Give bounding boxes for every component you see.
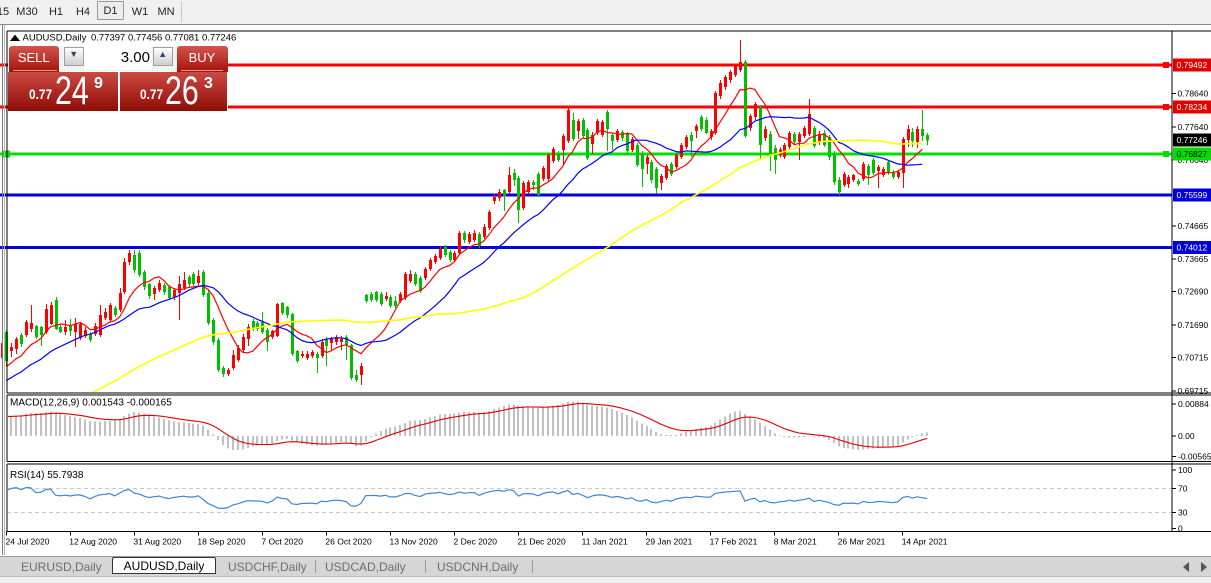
svg-text:0.79492: 0.79492 bbox=[1177, 60, 1208, 70]
svg-text:26 Mar 2021: 26 Mar 2021 bbox=[838, 537, 886, 547]
svg-text:0.00884: 0.00884 bbox=[1178, 399, 1209, 409]
svg-text:17 Feb 2021: 17 Feb 2021 bbox=[710, 537, 758, 547]
svg-text:100: 100 bbox=[1178, 465, 1192, 475]
svg-text:29 Jan 2021: 29 Jan 2021 bbox=[646, 537, 693, 547]
svg-text:0.77640: 0.77640 bbox=[1178, 122, 1209, 132]
svg-text:0.77246: 0.77246 bbox=[1177, 135, 1208, 145]
svg-text:0.00: 0.00 bbox=[1178, 431, 1195, 441]
svg-text:MACD(12,26,9) 0.001543 -0.0001: MACD(12,26,9) 0.001543 -0.000165 bbox=[10, 398, 172, 409]
svg-text:12 Aug 2020: 12 Aug 2020 bbox=[69, 537, 117, 547]
svg-text:0.74665: 0.74665 bbox=[1178, 221, 1209, 231]
svg-text:0.75599: 0.75599 bbox=[1177, 190, 1208, 200]
svg-text:0.76827: 0.76827 bbox=[1177, 149, 1208, 159]
svg-text:0.73665: 0.73665 bbox=[1178, 254, 1209, 264]
svg-text:8 Mar 2021: 8 Mar 2021 bbox=[774, 537, 817, 547]
svg-text:0.78234: 0.78234 bbox=[1177, 102, 1208, 112]
svg-text:26 Oct 2020: 26 Oct 2020 bbox=[325, 537, 372, 547]
svg-text:0.70715: 0.70715 bbox=[1178, 353, 1209, 363]
svg-text:30: 30 bbox=[1178, 508, 1188, 518]
svg-text:18 Sep 2020: 18 Sep 2020 bbox=[197, 537, 245, 547]
svg-text:7 Oct 2020: 7 Oct 2020 bbox=[261, 537, 303, 547]
svg-text:70: 70 bbox=[1178, 483, 1188, 493]
svg-text:0.69715: 0.69715 bbox=[1178, 386, 1209, 396]
svg-text:21 Dec 2020: 21 Dec 2020 bbox=[518, 537, 566, 547]
svg-text:0: 0 bbox=[1178, 524, 1183, 534]
svg-text:RSI(14) 55.7938: RSI(14) 55.7938 bbox=[10, 470, 84, 481]
svg-text:0.74012: 0.74012 bbox=[1177, 243, 1208, 253]
svg-text:AUDUSD,Daily: AUDUSD,Daily bbox=[23, 33, 87, 44]
svg-text:14 Apr 2021: 14 Apr 2021 bbox=[902, 537, 948, 547]
svg-text:0.72690: 0.72690 bbox=[1178, 287, 1209, 297]
svg-text:0.77397 0.77456 0.77081 0.7724: 0.77397 0.77456 0.77081 0.77246 bbox=[91, 33, 236, 44]
svg-text:11 Jan 2021: 11 Jan 2021 bbox=[582, 537, 628, 547]
svg-text:0.71690: 0.71690 bbox=[1178, 320, 1209, 330]
svg-text:0.78640: 0.78640 bbox=[1178, 89, 1209, 99]
svg-text:24 Jul 2020: 24 Jul 2020 bbox=[6, 537, 50, 547]
svg-text:31 Aug 2020: 31 Aug 2020 bbox=[133, 537, 181, 547]
svg-text:13 Nov 2020: 13 Nov 2020 bbox=[390, 537, 438, 547]
svg-text:2 Dec 2020: 2 Dec 2020 bbox=[454, 537, 498, 547]
